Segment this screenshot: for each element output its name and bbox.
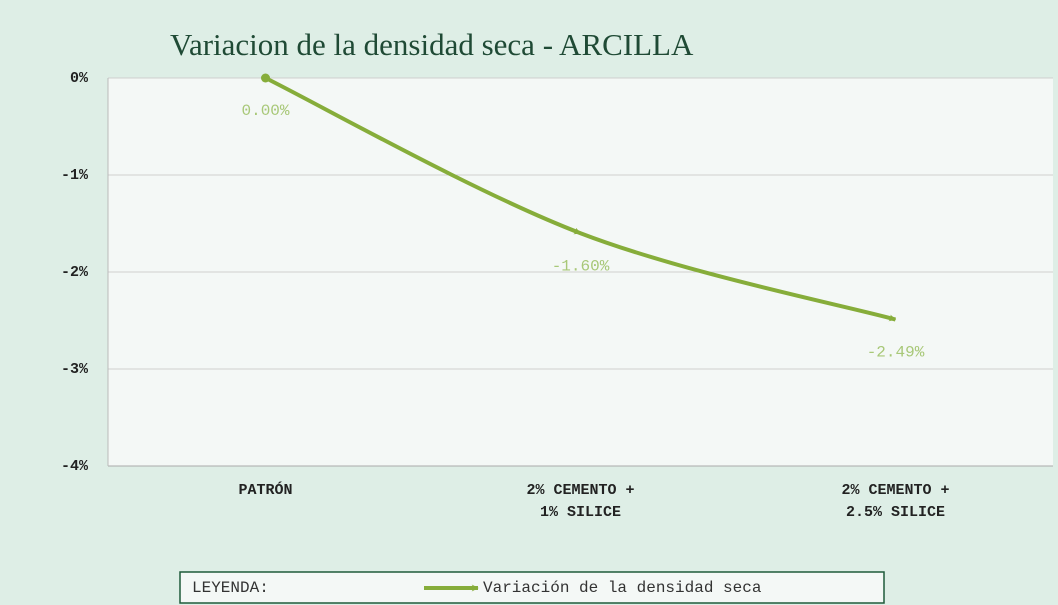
legend-title: LEYENDA: bbox=[192, 579, 269, 597]
legend-box bbox=[179, 571, 885, 604]
x-tick-label: 2% CEMENTO + 2.5% SILICE bbox=[841, 482, 950, 521]
data-label: 0.00% bbox=[241, 102, 289, 120]
y-tick-label: -1% bbox=[61, 167, 89, 184]
legend-label: Variación de la densidad seca bbox=[483, 579, 762, 597]
chart-title: Variacion de la densidad seca - ARCILLA bbox=[170, 27, 694, 62]
data-label: -1.60% bbox=[552, 257, 610, 275]
point bbox=[261, 73, 270, 83]
x-tick-label: PATRÓN bbox=[238, 482, 293, 499]
y-tick-label: 0% bbox=[70, 70, 89, 87]
y-tick-label: -2% bbox=[61, 264, 89, 281]
y-tick-label: -4% bbox=[61, 458, 89, 475]
y-tick-label: -3% bbox=[61, 361, 89, 378]
line bbox=[264, 76, 897, 322]
x-tick-label: 2% CEMENTO + 1% SILICE bbox=[526, 482, 635, 521]
data-label: -2.49% bbox=[867, 344, 925, 362]
